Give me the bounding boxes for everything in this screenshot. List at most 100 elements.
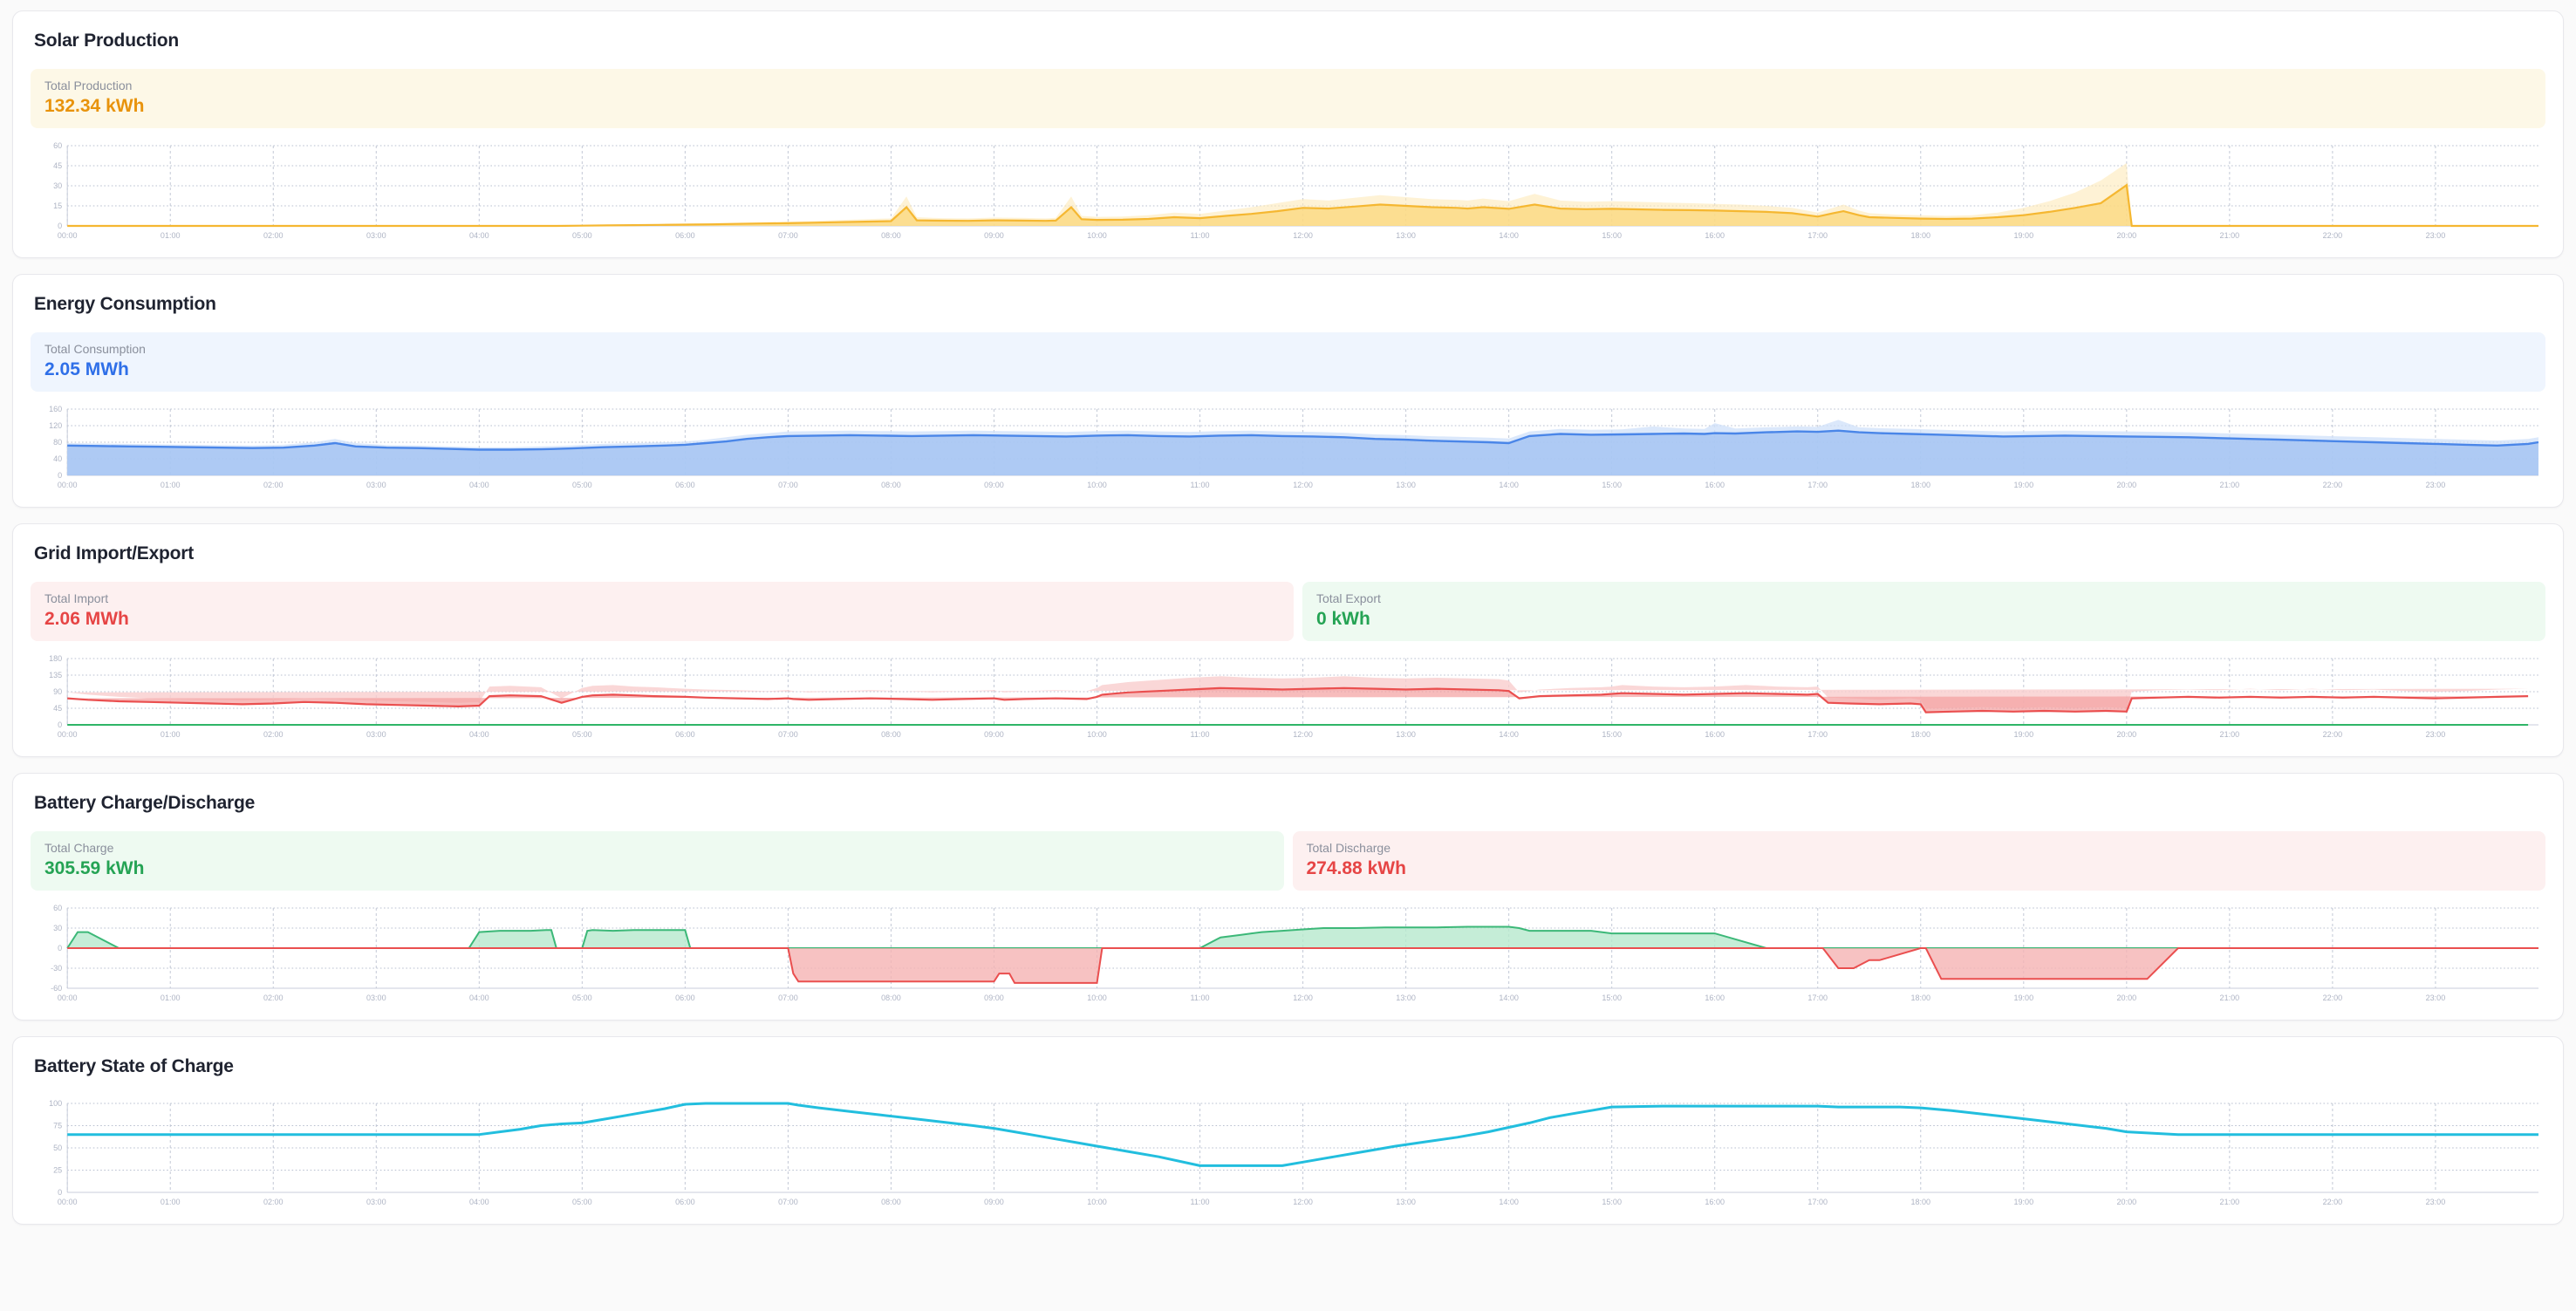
svg-text:23:00: 23:00	[2426, 730, 2446, 739]
stat-value: 274.88 kWh	[1306, 857, 1406, 878]
svg-text:02:00: 02:00	[263, 730, 284, 739]
svg-text:22:00: 22:00	[2323, 231, 2343, 240]
svg-text:06:00: 06:00	[675, 231, 695, 240]
stat-label: Total Discharge	[1306, 840, 1391, 855]
stat-value: 2.06 MWh	[44, 608, 129, 629]
svg-text:12:00: 12:00	[1293, 730, 1313, 739]
svg-text:20:00: 20:00	[2117, 231, 2137, 240]
svg-text:19:00: 19:00	[2013, 481, 2033, 489]
svg-text:00:00: 00:00	[58, 481, 78, 489]
svg-text:06:00: 06:00	[675, 481, 695, 489]
svg-text:11:00: 11:00	[1191, 481, 1210, 489]
svg-text:23:00: 23:00	[2426, 481, 2446, 489]
svg-text:18:00: 18:00	[1910, 231, 1930, 240]
svg-text:13:00: 13:00	[1396, 481, 1416, 489]
svg-text:11:00: 11:00	[1191, 993, 1210, 1002]
stat-card: Total Discharge 274.88 kWh	[1292, 830, 2545, 891]
panel-solar-production: Solar Production Total Production 132.34 k…	[12, 10, 2564, 258]
svg-text:03:00: 03:00	[366, 231, 386, 240]
svg-text:21:00: 21:00	[2220, 730, 2240, 739]
svg-text:11:00: 11:00	[1191, 1198, 1210, 1206]
svg-text:11:00: 11:00	[1191, 730, 1210, 739]
svg-text:135: 135	[49, 671, 62, 679]
svg-text:10:00: 10:00	[1087, 730, 1107, 739]
svg-text:05:00: 05:00	[572, 1198, 592, 1206]
svg-text:100: 100	[49, 1099, 62, 1108]
chart-solar-production[interactable]: 0 15 30 45 60 00:00 01:00 02:00 03:00 04:00 05:00 0…	[31, 137, 2545, 245]
svg-text:25: 25	[53, 1165, 62, 1174]
svg-text:17:00: 17:00	[1807, 993, 1828, 1002]
svg-text:09:00: 09:00	[984, 231, 1004, 240]
svg-text:20:00: 20:00	[2117, 481, 2137, 489]
svg-text:01:00: 01:00	[161, 993, 181, 1002]
svg-text:07:00: 07:00	[778, 231, 798, 240]
svg-text:09:00: 09:00	[984, 481, 1004, 489]
svg-text:40: 40	[53, 454, 62, 463]
svg-text:20:00: 20:00	[2117, 1198, 2137, 1206]
svg-text:13:00: 13:00	[1396, 1198, 1416, 1206]
stat-value: 0 kWh	[1315, 608, 1370, 629]
svg-text:17:00: 17:00	[1807, 1198, 1828, 1206]
svg-text:08:00: 08:00	[881, 231, 901, 240]
panel-title: Grid Import/Export	[34, 543, 195, 563]
svg-text:30: 30	[53, 181, 62, 190]
panel-energy-consumption: Energy Consumption Total Consumption 2.05 …	[12, 273, 2564, 508]
svg-text:20:00: 20:00	[2117, 730, 2137, 739]
svg-text:0: 0	[58, 222, 62, 230]
svg-text:16:00: 16:00	[1705, 1198, 1725, 1206]
svg-text:08:00: 08:00	[881, 993, 901, 1002]
svg-text:14:00: 14:00	[1499, 993, 1519, 1002]
svg-text:18:00: 18:00	[1910, 993, 1930, 1002]
svg-text:15:00: 15:00	[1602, 730, 1622, 739]
panel-title: Solar Production	[34, 31, 179, 51]
stat-label: Total Production	[44, 79, 133, 92]
chart-battery-state-of-charge[interactable]: 0 25 50 75 100 00:00 01:00 02:00 03:00 04:00 05:00…	[31, 1095, 2545, 1212]
svg-text:03:00: 03:00	[366, 993, 386, 1002]
panel-title: Battery Charge/Discharge	[34, 792, 256, 813]
svg-text:05:00: 05:00	[572, 730, 592, 739]
svg-text:60: 60	[53, 904, 62, 912]
stat-card: Total Import 2.06 MWh	[31, 581, 1294, 641]
svg-text:01:00: 01:00	[161, 481, 181, 489]
svg-text:02:00: 02:00	[263, 993, 284, 1002]
svg-text:0: 0	[58, 1188, 62, 1197]
svg-text:21:00: 21:00	[2220, 231, 2240, 240]
svg-text:50: 50	[53, 1144, 62, 1152]
svg-text:22:00: 22:00	[2323, 993, 2343, 1002]
svg-text:0: 0	[58, 471, 62, 480]
svg-text:08:00: 08:00	[881, 730, 901, 739]
svg-text:12:00: 12:00	[1293, 231, 1313, 240]
svg-text:05:00: 05:00	[572, 481, 592, 489]
panel-battery-state-of-charge: Battery State of Charge 0 25 50 75 100 00:00 01…	[12, 1035, 2564, 1225]
dashboard-root: Solar Production Total Production 132.34 k…	[12, 10, 2564, 1225]
svg-text:13:00: 13:00	[1396, 993, 1416, 1002]
chart-energy-consumption[interactable]: 0 40 80 120 160 00:00 01:00 02:00 03:00 04:00 05:0…	[31, 400, 2545, 495]
svg-text:14:00: 14:00	[1499, 481, 1519, 489]
stat-label: Total Export	[1315, 591, 1381, 605]
svg-text:120: 120	[49, 421, 62, 430]
svg-text:08:00: 08:00	[881, 1198, 901, 1206]
stats-row: Total Consumption 2.05 MWh	[31, 331, 2545, 392]
stats-row: Total Production 132.34 kWh	[31, 69, 2545, 128]
svg-text:02:00: 02:00	[263, 1198, 284, 1206]
svg-text:16:00: 16:00	[1705, 730, 1725, 739]
svg-text:00:00: 00:00	[58, 730, 78, 739]
svg-text:02:00: 02:00	[263, 481, 284, 489]
svg-text:04:00: 04:00	[469, 993, 489, 1002]
svg-text:14:00: 14:00	[1499, 730, 1519, 739]
svg-text:00:00: 00:00	[58, 993, 78, 1002]
svg-text:00:00: 00:00	[58, 1198, 78, 1206]
svg-text:17:00: 17:00	[1807, 730, 1828, 739]
svg-text:20:00: 20:00	[2117, 993, 2137, 1002]
svg-text:23:00: 23:00	[2426, 231, 2446, 240]
svg-text:11:00: 11:00	[1191, 231, 1210, 240]
svg-text:15:00: 15:00	[1602, 231, 1622, 240]
svg-text:45: 45	[53, 161, 62, 170]
svg-text:04:00: 04:00	[469, 1198, 489, 1206]
chart-battery-charge-discharge[interactable]: -60 -30 0 30 60 00:00 01:00 02:00 03:00 04:00 05:0…	[31, 899, 2545, 1007]
panel-title: Energy Consumption	[34, 293, 216, 314]
chart-grid-import-export[interactable]: 0 45 90 135 180 00:00 01:00 02:00 03:00 04:00 05:0…	[31, 650, 2545, 744]
stat-label: Total Consumption	[44, 341, 146, 356]
svg-text:01:00: 01:00	[161, 1198, 181, 1206]
stat-value: 132.34 kWh	[44, 95, 145, 116]
